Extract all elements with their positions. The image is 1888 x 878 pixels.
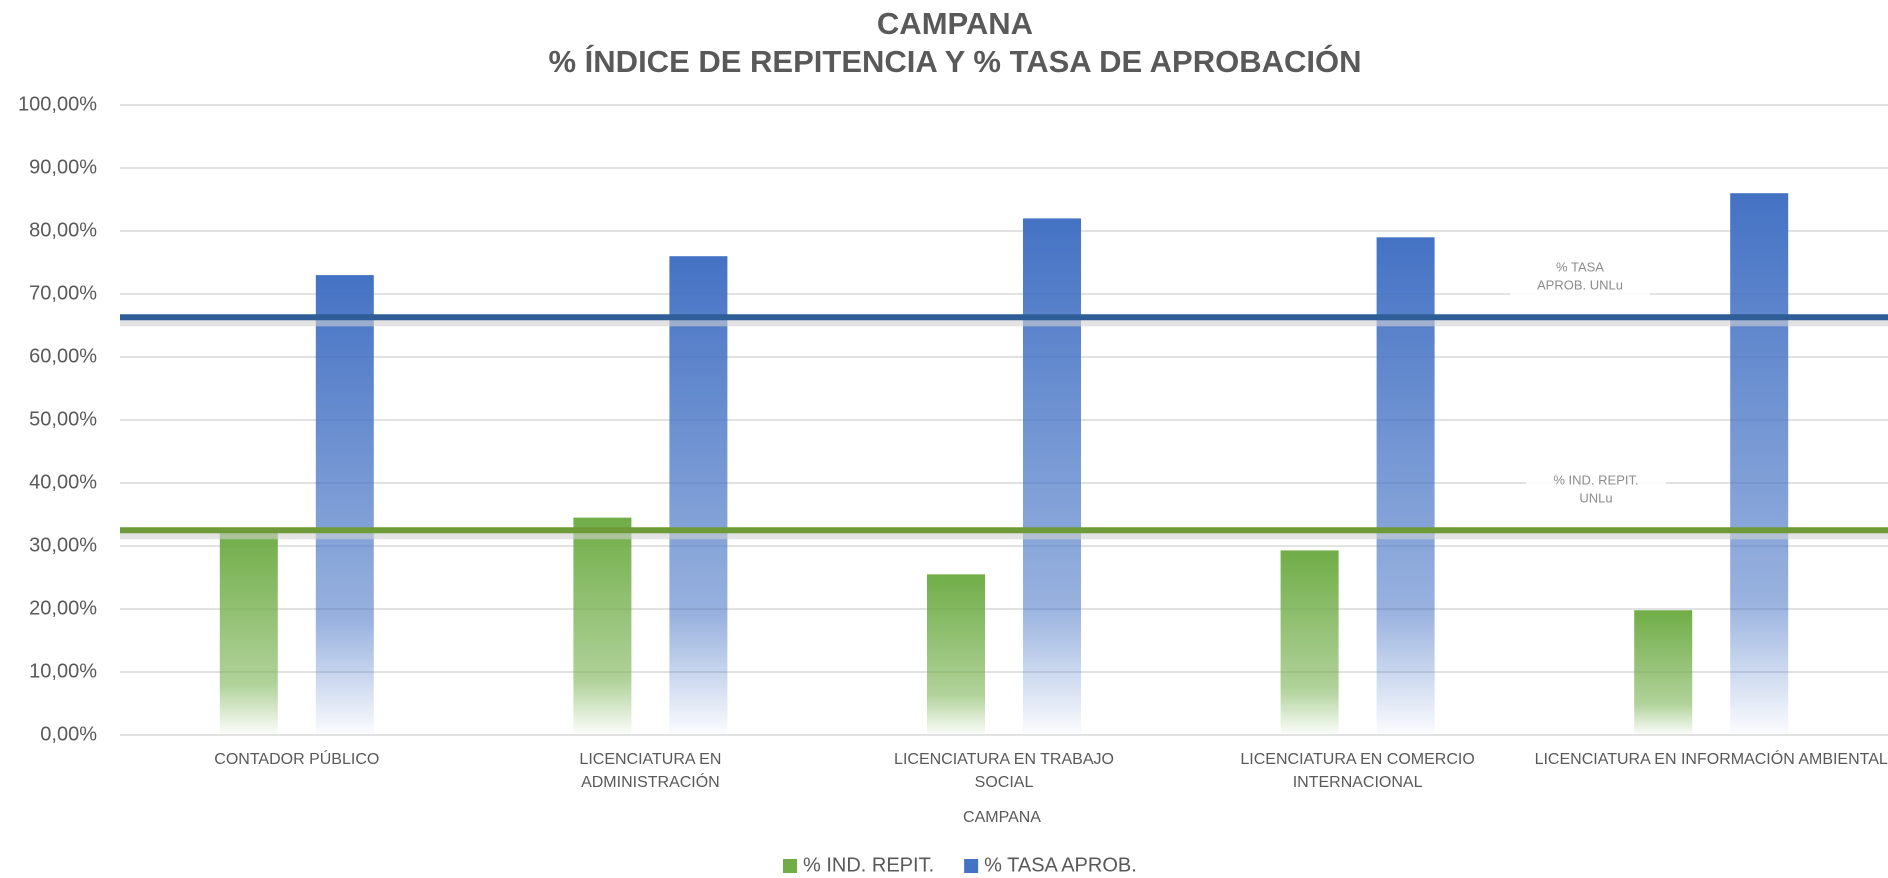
x-tick-label: LICENCIATURA EN COMERCIO INTERNACIONAL (1240, 751, 1474, 791)
legend-label: % TASA APROB. (984, 854, 1137, 876)
chart-title: CAMPANA (877, 6, 1033, 41)
legend-swatch (964, 859, 979, 873)
x-axis-label: CAMPANA (963, 809, 1041, 826)
y-tick-label: 10,00% (29, 660, 97, 682)
annotation: APROB. UNLu (1537, 278, 1623, 293)
legend-label: % IND. REPIT. (803, 854, 934, 876)
x-tick-label: LICENCIATURA EN TRABAJO SOCIAL (894, 751, 1114, 791)
bar (1023, 218, 1081, 735)
annotation-box (1510, 252, 1650, 303)
y-tick-label: 50,00% (29, 408, 97, 430)
bar (573, 517, 632, 735)
reference-shadow (120, 530, 1888, 540)
reference-shadow (120, 317, 1888, 327)
bar (219, 530, 278, 735)
bar (1634, 610, 1693, 735)
y-tick-label: 70,00% (29, 282, 97, 304)
bar (1280, 550, 1339, 735)
y-tick-label: 0,00% (40, 723, 97, 745)
legend-swatch (783, 859, 797, 873)
annotation: UNLu (1579, 491, 1612, 506)
x-tick-label: CONTADOR PÚBLICO (214, 749, 379, 768)
y-tick-label: 90,00% (29, 156, 97, 178)
x-tick-label: LICENCIATURA EN ADMINISTRACIÓN (579, 751, 721, 791)
bar (1730, 193, 1789, 735)
chart-subtitle: % ÍNDICE DE REPITENCIA Y % TASA DE APROB… (549, 43, 1362, 79)
y-tick-label: 20,00% (29, 597, 97, 619)
annotation-box (1526, 465, 1666, 516)
bar (315, 275, 374, 735)
y-tick-label: 60,00% (29, 345, 97, 367)
y-tick-label: 40,00% (29, 471, 97, 493)
bar (1376, 237, 1435, 736)
y-tick-label: 80,00% (29, 219, 97, 241)
bar (927, 574, 985, 735)
bar (669, 256, 728, 735)
y-tick-label: 30,00% (29, 534, 97, 556)
annotation: % TASA (1556, 260, 1604, 275)
x-tick-label: LICENCIATURA EN INFORMACIÓN AMBIENTAL (1535, 749, 1888, 768)
y-tick-label: 100,00% (18, 93, 97, 115)
annotation: % IND. REPIT. (1553, 473, 1638, 488)
